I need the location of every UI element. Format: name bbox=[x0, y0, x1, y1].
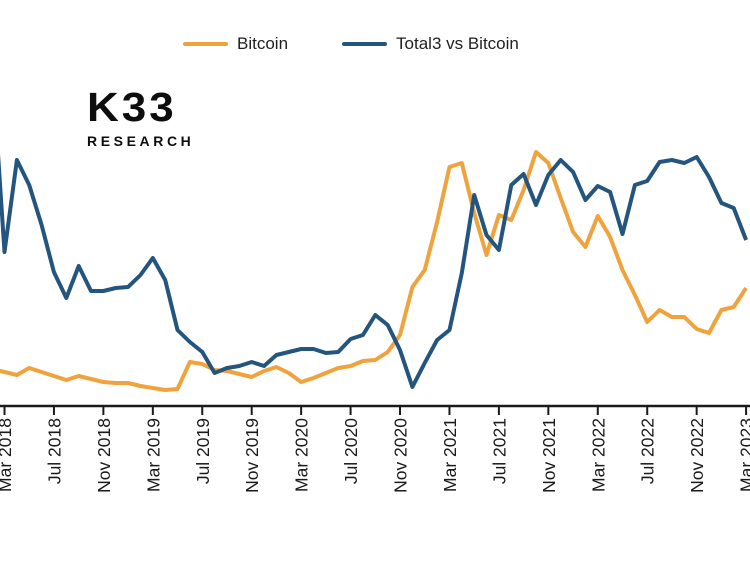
series-line-bitcoin bbox=[0, 150, 748, 392]
logo-wordmark-k33: K33 bbox=[87, 85, 177, 131]
x-tick-label: Jul 2020 bbox=[341, 418, 361, 484]
x-tick-label: Jul 2022 bbox=[638, 418, 658, 484]
x-tick-label: Mar 2020 bbox=[292, 418, 312, 492]
legend-item-bitcoin: Bitcoin bbox=[183, 34, 288, 54]
x-tick-label: Jul 2021 bbox=[489, 418, 509, 484]
legend: Bitcoin Total3 vs Bitcoin bbox=[183, 33, 519, 55]
x-tick-label: Mar 2019 bbox=[143, 418, 163, 492]
legend-label-total3-vs-bitcoin: Total3 vs Bitcoin bbox=[396, 34, 519, 53]
x-tick-label: Mar 2022 bbox=[588, 418, 608, 492]
series-line-total3-vs-bitcoin bbox=[0, 153, 748, 389]
x-tick-label: Nov 2022 bbox=[687, 418, 707, 493]
x-tick-label: Jul 2018 bbox=[44, 418, 64, 484]
logo-wordmark-research: RESEARCH bbox=[87, 133, 195, 149]
x-tick-label: Nov 2020 bbox=[391, 418, 411, 493]
k33-research-logo: K33 RESEARCH bbox=[87, 88, 194, 149]
x-tick-label: Nov 2019 bbox=[242, 418, 262, 493]
bitcoin-line-swatch bbox=[183, 42, 228, 46]
x-tick-label: Jul 2019 bbox=[193, 418, 213, 484]
x-tick-label: Nov 2018 bbox=[94, 418, 114, 493]
legend-label-bitcoin: Bitcoin bbox=[237, 34, 289, 53]
x-tick-label: Mar 2018 bbox=[0, 418, 15, 492]
x-tick-label: Nov 2021 bbox=[539, 418, 559, 493]
total3-line-swatch bbox=[342, 42, 388, 46]
x-tick-label: Mar 2021 bbox=[440, 418, 460, 492]
x-tick-label: Mar 2023 bbox=[737, 418, 750, 492]
legend-item-total3-vs-bitcoin: Total3 vs Bitcoin bbox=[342, 34, 519, 54]
